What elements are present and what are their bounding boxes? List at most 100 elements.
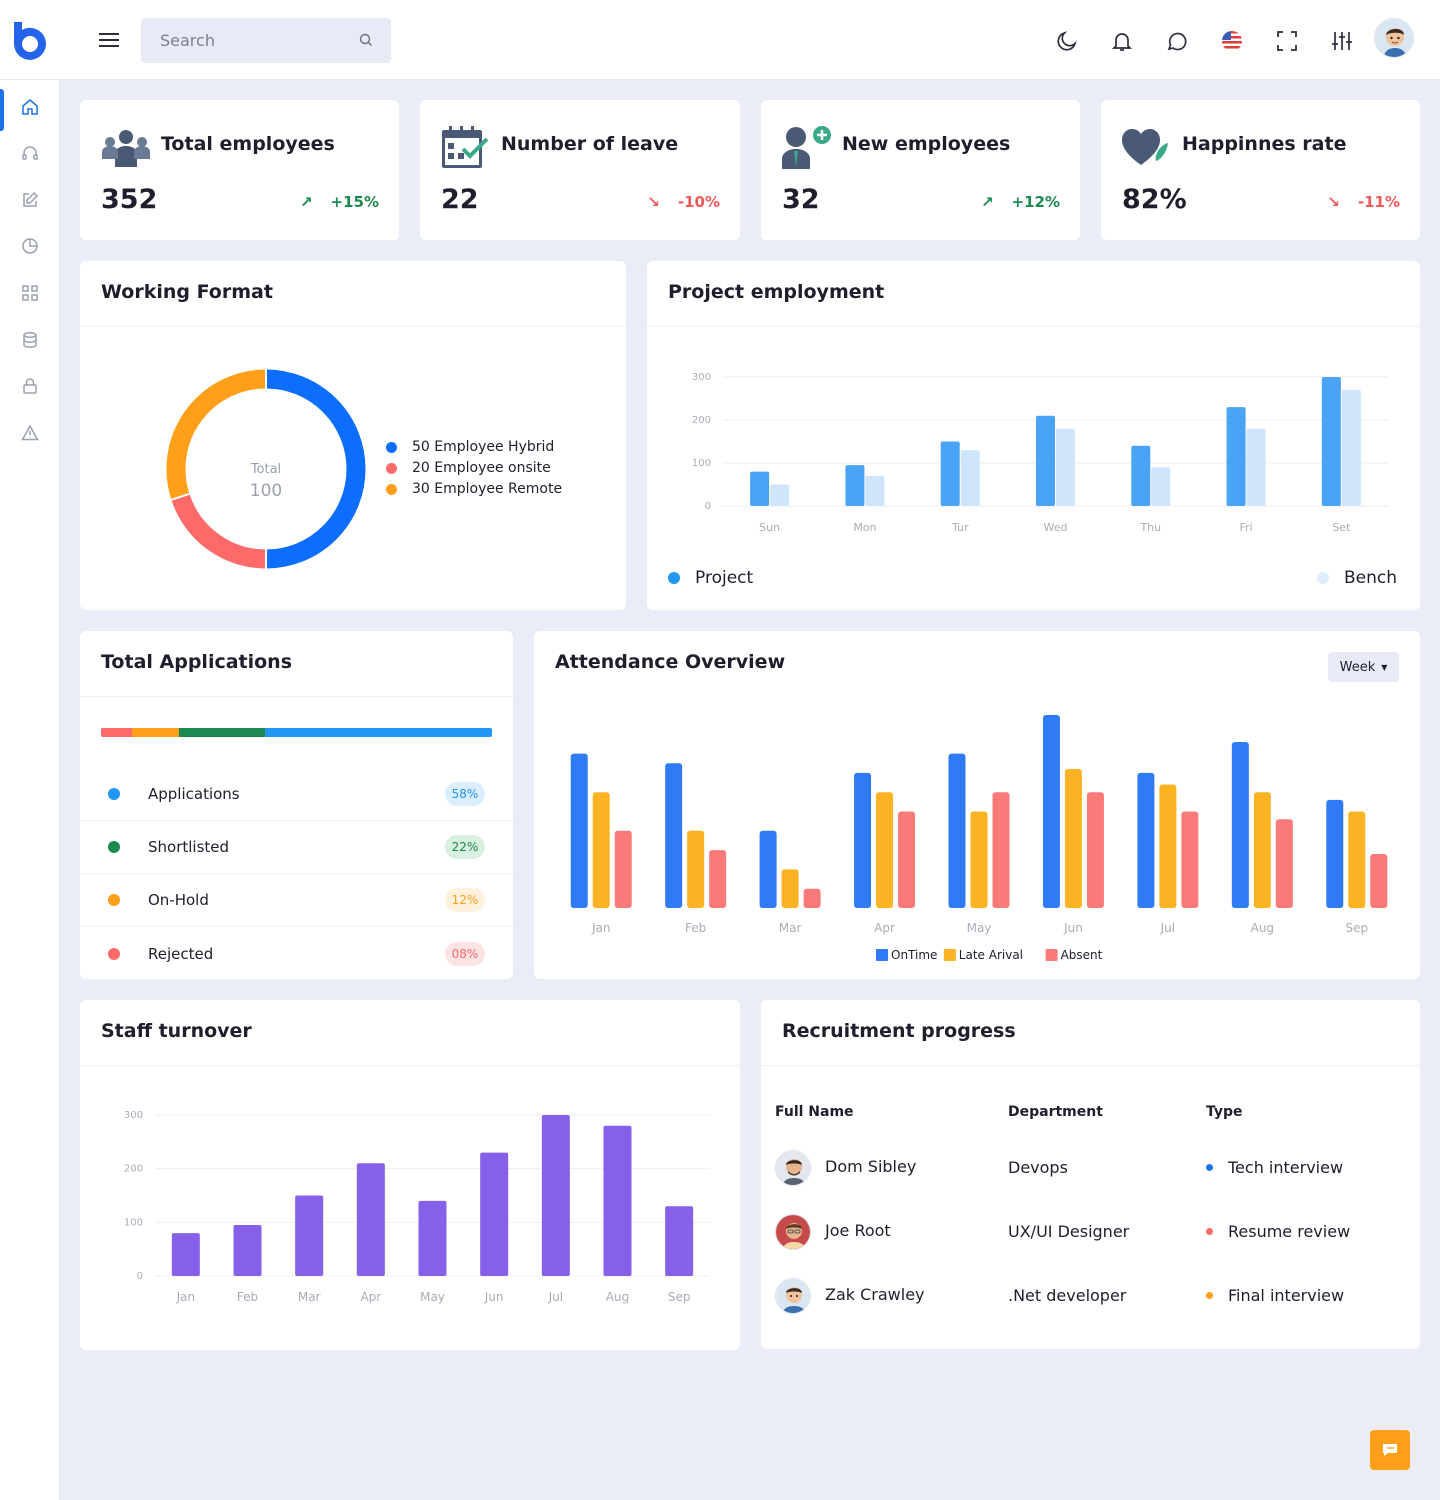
working-format-card: Working Format Total 100 50 Employee Hyb… (80, 261, 626, 610)
y-tick-label: 0 (137, 1271, 143, 1282)
sidebar-item-security[interactable] (0, 363, 60, 409)
avatar (775, 1278, 811, 1314)
legend-dot (1317, 572, 1329, 584)
user-avatar-icon (1375, 19, 1413, 57)
bar-late-arival-jan (592, 792, 610, 908)
sidebar-item-support[interactable] (0, 130, 60, 176)
x-tick-label: Apr (360, 1290, 381, 1304)
progress-segment-2 (179, 728, 266, 737)
bar-ontime-aug (1231, 742, 1249, 908)
list-item: On-Hold 12% (80, 874, 513, 927)
sidebar-item-reports[interactable] (0, 223, 60, 269)
bar-project-thu (1131, 445, 1151, 506)
x-tick-label: May (967, 921, 992, 935)
bar-ontime-jul (1137, 772, 1155, 908)
fullscreen-icon[interactable] (1275, 29, 1299, 53)
bar-absent-mar (803, 888, 821, 908)
percent-badge: 58% (445, 782, 485, 806)
list-item: Shortlisted 22% (80, 821, 513, 874)
stat-trend: ↘ -11% (1327, 193, 1400, 211)
bar-late-arival-mar (781, 869, 799, 908)
card-title: Project employment (668, 281, 885, 303)
legend-swatch (943, 949, 956, 961)
x-tick-label: Feb (685, 921, 706, 935)
search-input[interactable] (141, 18, 341, 63)
bar-ontime-sep (1326, 799, 1344, 908)
settings-sliders-icon[interactable] (1330, 29, 1354, 53)
chat-message-icon[interactable] (1165, 29, 1189, 53)
y-tick-label: 300 (692, 372, 711, 383)
stat-value: 22 (441, 184, 479, 215)
legend-dot (386, 483, 397, 495)
bar-project-tur (940, 441, 960, 506)
avatar (775, 1214, 811, 1250)
full-name: Zak Crawley (825, 1285, 925, 1304)
item-label: Applications (148, 785, 240, 803)
bar-bench-thu (1151, 467, 1171, 506)
user-avatar[interactable] (1374, 18, 1414, 58)
list-item: Applications 58% (80, 768, 513, 821)
legend-label: Late Arival (959, 948, 1023, 962)
legend-item-onsite: 20 Employee onsite (386, 460, 551, 476)
percent-badge: 12% (445, 888, 485, 912)
brand-logo[interactable] (10, 20, 50, 60)
card-title: Attendance Overview (555, 651, 786, 673)
y-tick-label: 100 (124, 1217, 143, 1228)
bar-absent-jan (614, 830, 632, 908)
interview-type: Tech interview (1206, 1158, 1343, 1177)
x-tick-label: Sep (668, 1290, 691, 1304)
x-tick-label: Jun (484, 1290, 504, 1304)
card-divider (761, 1065, 1420, 1066)
status-dot (108, 841, 120, 853)
staff-turnover-card: Staff turnover 0 100 200 300 Jan Feb Mar Apr May… (80, 1000, 740, 1350)
legend-swatch (876, 949, 888, 961)
pie-chart-icon (22, 238, 38, 254)
bar-late-arival-apr (876, 792, 894, 908)
x-tick-label: Thu (1139, 521, 1161, 534)
x-tick-label: Sep (1345, 921, 1368, 935)
donut-center-label: Total (250, 462, 281, 477)
x-tick-label: Jul (1160, 921, 1175, 935)
us-flag-language-icon[interactable] (1220, 29, 1244, 53)
search-icon[interactable] (359, 33, 373, 47)
donut-slice-employee-onsite (171, 493, 267, 569)
sidebar-item-alerts[interactable] (0, 410, 60, 456)
sidebar-item-home[interactable] (0, 84, 60, 131)
notification-bell-icon[interactable] (1110, 29, 1134, 53)
x-tick-label: Aug (606, 1290, 629, 1304)
sidebar-item-apps[interactable] (0, 270, 60, 316)
period-dropdown[interactable]: Week ▼ (1328, 652, 1399, 682)
dark-mode-moon-icon[interactable] (1055, 29, 1079, 53)
bar-absent-jun (1086, 792, 1104, 908)
bar-mar (295, 1195, 324, 1276)
bar-project-wed (1036, 415, 1055, 506)
lock-icon (23, 378, 37, 394)
caret-down-icon: ▼ (1381, 662, 1388, 672)
person-avatar-icon (776, 1215, 810, 1249)
full-name: Joe Root (825, 1221, 891, 1240)
y-tick-label: 300 (124, 1110, 143, 1121)
donut-gap (168, 492, 193, 502)
sidebar-item-edit[interactable] (0, 177, 60, 223)
sidebar-item-database[interactable] (0, 317, 60, 363)
donut-slice-employee-remote (166, 369, 267, 500)
legend-item-project: Project (668, 568, 753, 588)
chat-fab-button[interactable] (1370, 1430, 1410, 1470)
working-format-donut-chart: Total 100 (166, 369, 366, 569)
project-employment-card: Project employment 0 100 200 300 Sun Mon Tur We… (647, 261, 1420, 610)
bar-absent-apr (898, 811, 916, 908)
bar-absent-jul (1181, 811, 1199, 908)
stat-card-happiness: Happinnes rate 82% ↘ -11% (1101, 100, 1420, 240)
x-tick-label: Mar (779, 921, 802, 935)
x-tick-label: Apr (874, 921, 895, 935)
x-tick-label: Tur (951, 521, 969, 534)
x-tick-label: Mon (853, 521, 876, 534)
bar-feb (233, 1225, 262, 1276)
bar-project-sun (750, 471, 770, 506)
progress-segment-1 (132, 728, 180, 737)
y-tick-label: 0 (705, 501, 711, 512)
trend-up-arrow-icon: ↗ (299, 193, 313, 211)
menu-toggle-icon[interactable] (97, 29, 121, 51)
bar-aug (603, 1125, 632, 1276)
percent-badge: 22% (445, 835, 485, 859)
